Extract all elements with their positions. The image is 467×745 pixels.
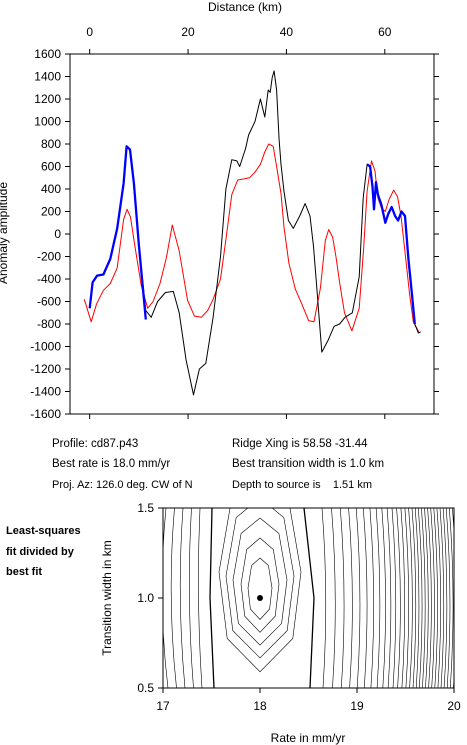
y-tick-label: -1600 [30,407,61,421]
ridge-crossing-label: Ridge Xing is 58.58 -31.44 [232,438,368,450]
x-tick-label: 19 [350,699,364,713]
top-axis-ticks: 16001400120010008006004002000-200-400-60… [30,25,439,421]
contour-line [355,508,361,688]
y-tick-label: 1200 [34,92,61,106]
contour-line [331,508,336,688]
contour-lines [163,508,460,688]
profile-label: Profile: cd87.p43 [52,438,139,450]
y-tick-label: -1400 [30,385,61,399]
contour-line [232,517,288,646]
y-tick-label: -200 [37,250,61,264]
x-tick-label: 18 [253,699,267,713]
contour-line [433,508,438,688]
anomaly-profile-chart: Distance (km) Anomaly amplitude 1600 1400… [0,0,439,421]
contour-line [198,508,203,688]
contour-line [225,508,295,659]
series-line [88,145,416,325]
top-x-axis-label: Distance (km) [208,0,282,14]
contour-line [427,508,432,688]
contour-line [456,508,460,688]
contour-line [404,508,409,688]
contour-line [179,508,186,688]
x-tick-label: 20 [447,699,461,713]
contour-line [411,508,417,688]
contour-line [400,508,405,688]
contour-line [408,508,413,688]
contour-line [247,557,273,620]
contour-line [418,508,423,688]
contour-line [421,508,426,688]
bottom-y-axis-label: Transition width in km [100,540,114,656]
y-tick-label: 400 [41,182,61,196]
contour-line [189,508,194,688]
y-tick-label: 1400 [34,70,61,84]
x-tick-label: 20 [181,25,195,39]
contour-line [163,508,169,688]
y-tick-label: -600 [37,295,61,309]
y-tick-label: 0.5 [137,681,154,695]
bottom-x-axis-label: Rate in mm/yr [271,731,346,745]
contour-line [340,508,345,688]
top-plot-frame [69,53,435,415]
y-tick-label: 600 [41,160,61,174]
contour-line [391,508,397,688]
bottom-axis-ticks: 17 18 19 20 1.5 1.0 0.5 [137,501,461,713]
contour-line [170,508,177,688]
series-line [89,70,421,396]
y-tick-label: -400 [37,272,61,286]
y-tick-label: -1000 [30,340,61,354]
best-fit-point [257,595,263,601]
depth-label: Depth to source is 1.51 km [232,479,373,491]
side-label-line-2: fit divided by [6,546,74,558]
y-tick-label: 1000 [34,115,61,129]
contour-line [375,508,381,688]
x-tick-label: 17 [156,699,170,713]
contour-line [386,508,392,688]
series-line [83,143,420,333]
contour-line [218,508,302,673]
x-tick-label: 60 [378,25,392,39]
contour-line [209,508,315,688]
y-tick-label: 200 [41,205,61,219]
contour-line [430,508,435,688]
best-width-label: Best transition width is 1.0 km [232,458,385,470]
y-tick-label: 1.0 [137,591,154,605]
contour-line [363,508,368,688]
y-tick-label: 1600 [34,47,61,61]
misfit-contour-chart: 17 18 19 20 1.5 1.0 0.5 Rate in mm/yr Transiti… [100,501,461,745]
contour-line [442,508,448,688]
y-tick-label: 1.5 [137,501,154,515]
contour-line [414,508,420,688]
y-tick-label: -1200 [30,362,61,376]
contour-line [369,508,374,688]
contour-line [396,508,401,688]
y-tick-label: 0 [54,227,61,241]
best-rate-label: Best rate is 18.0 mm/yr [52,458,171,470]
contour-line [321,508,327,688]
contour-line [424,508,429,688]
top-y-axis-label: Anomaly amplitude [0,182,10,284]
x-tick-label: 40 [280,25,294,39]
side-label-line-1: Least-squares [6,525,81,537]
contour-line [348,508,353,688]
projection-azimuth-label: Proj. Az: 126.0 deg. CW of N [52,479,193,491]
contour-line [381,508,386,688]
contour-line [445,508,451,688]
y-tick-label: -800 [37,317,61,331]
x-tick-label: 0 [86,25,93,39]
contour-line [439,508,445,688]
contour-line [449,508,454,688]
contour-line [436,508,441,688]
side-label-line-3: best fit [6,566,43,578]
y-tick-label: 800 [41,137,61,151]
contour-line [240,537,280,633]
top-series-lines [83,70,421,396]
